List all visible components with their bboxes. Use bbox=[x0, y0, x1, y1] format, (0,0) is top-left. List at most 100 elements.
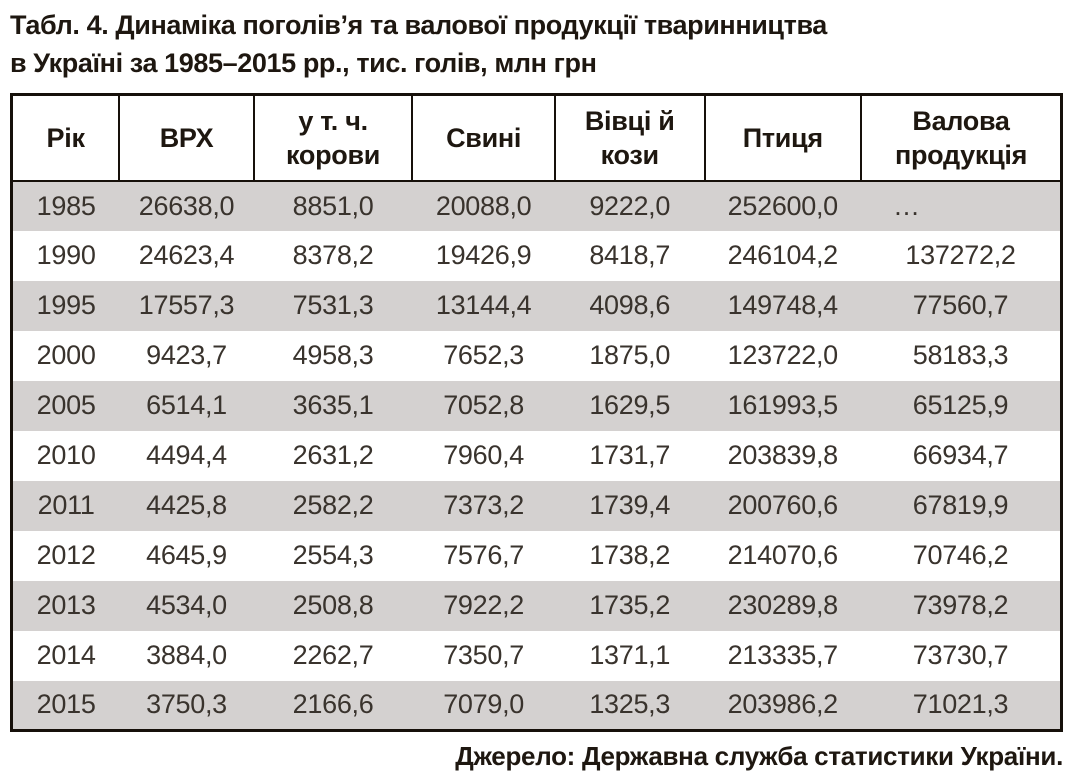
column-header-gross-output: Валова продукція bbox=[860, 94, 1062, 182]
value-cell-cattle: 3884,0 bbox=[146, 640, 227, 670]
value-cell-cows: 4958,3 bbox=[292, 340, 374, 370]
table-row: 2014 3884,0 2262,7 7350,7 1371,1 213335,7 7373… bbox=[11, 630, 1062, 681]
value-cell-pigs: 7922,2 bbox=[443, 590, 525, 620]
table-row: 1995 17557,3 7531,3 13144,4 4098,6 149748,4 77… bbox=[11, 280, 1062, 331]
value-cell-cattle: 6514,1 bbox=[146, 390, 227, 420]
table-row: 2015 3750,3 2166,6 7079,0 1325,3 203986,2 7102… bbox=[11, 680, 1062, 731]
column-header-cattle: ВРХ bbox=[118, 94, 255, 182]
column-header-year: Рік bbox=[11, 94, 121, 182]
value-cell-cows: 8378,2 bbox=[292, 240, 374, 270]
value-cell-cows: 2631,2 bbox=[292, 440, 374, 470]
value-cell-cows: 2508,8 bbox=[292, 590, 374, 620]
value-cell-cattle: 4494,4 bbox=[146, 440, 227, 470]
value-cell-gross-output: 73978,2 bbox=[912, 590, 1009, 620]
value-cell-cows: 2262,7 bbox=[292, 640, 374, 670]
value-cell-poultry: 213335,7 bbox=[727, 640, 839, 670]
column-header-sheep-goats: Вівці й кози bbox=[553, 94, 706, 182]
value-cell-poultry: 149748,4 bbox=[727, 290, 839, 320]
source-note: Джерело: Державна служба статистики Укра… bbox=[455, 741, 1063, 771]
value-cell-gross-output: 65125,9 bbox=[912, 390, 1009, 420]
value-cell-poultry: 123722,0 bbox=[727, 340, 839, 370]
table-row: 2013 4534,0 2508,8 7922,2 1735,2 230289,8 7397… bbox=[11, 580, 1062, 631]
table-title-line-2: в Україні за 1985–2015 рр., тис. голів, … bbox=[10, 48, 597, 78]
value-cell-poultry: 161993,5 bbox=[727, 390, 839, 420]
column-header-poultry: Птиця bbox=[703, 94, 863, 182]
value-cell-sheep-goats: 9222,0 bbox=[589, 190, 671, 221]
column-header-cows: у т. ч. корови bbox=[252, 94, 414, 182]
value-cell-pigs: 7576,7 bbox=[443, 540, 525, 570]
value-cell-cows: 3635,1 bbox=[292, 390, 374, 420]
value-cell-cows: 2554,3 bbox=[292, 540, 374, 570]
value-cell-sheep-goats: 1735,2 bbox=[589, 590, 671, 620]
value-cell-pigs: 19426,9 bbox=[435, 240, 532, 270]
value-cell-poultry: 246104,2 bbox=[727, 240, 839, 270]
value-cell-cattle: 4645,9 bbox=[146, 540, 227, 570]
column-header-pigs: Свині bbox=[411, 94, 556, 182]
value-cell-pigs: 7052,8 bbox=[443, 390, 525, 420]
year-cell: 2013 bbox=[36, 590, 96, 620]
table-title: Табл. 4. Динаміка поголів’я та валової п… bbox=[10, 6, 1063, 82]
year-cell: 1995 bbox=[36, 290, 96, 320]
value-cell-cattle: 26638,0 bbox=[138, 190, 235, 221]
value-cell-cattle: 24623,4 bbox=[138, 240, 235, 270]
value-cell-cows: 2582,2 bbox=[292, 490, 374, 520]
year-cell: 2000 bbox=[36, 340, 96, 370]
value-cell-gross-output: … bbox=[893, 190, 924, 221]
value-cell-sheep-goats: 4098,6 bbox=[589, 290, 671, 320]
table-title-line-1: Табл. 4. Динаміка поголів’я та валової п… bbox=[10, 10, 827, 40]
table-row: 1985 26638,0 8851,0 20088,0 9222,0 252600,0 … bbox=[11, 180, 1062, 231]
table-header-row: Рік ВРХ у т. ч. корови Свині Вівці й кози Пти… bbox=[11, 94, 1062, 182]
value-cell-sheep-goats: 1629,5 bbox=[589, 390, 671, 420]
value-cell-gross-output: 70746,2 bbox=[912, 540, 1009, 570]
year-cell: 1990 bbox=[36, 240, 96, 270]
value-cell-gross-output: 58183,3 bbox=[912, 340, 1009, 370]
value-cell-sheep-goats: 1739,4 bbox=[589, 490, 671, 520]
value-cell-pigs: 7373,2 bbox=[443, 490, 525, 520]
value-cell-cattle: 4534,0 bbox=[146, 590, 227, 620]
table-row: 2011 4425,8 2582,2 7373,2 1739,4 200760,6 6781… bbox=[11, 480, 1062, 531]
value-cell-poultry: 230289,8 bbox=[727, 590, 839, 620]
table-header: Рік ВРХ у т. ч. корови Свині Вівці й кози Пти… bbox=[11, 94, 1062, 182]
livestock-statistics-table: Рік ВРХ у т. ч. корови Свині Вівці й кози Пти… bbox=[10, 93, 1063, 732]
table-row: 2005 6514,1 3635,1 7052,8 1629,5 161993,5 6512… bbox=[11, 380, 1062, 431]
value-cell-sheep-goats: 1371,1 bbox=[589, 640, 671, 670]
value-cell-cattle: 9423,7 bbox=[146, 340, 227, 370]
value-cell-gross-output: 137272,2 bbox=[905, 240, 1016, 270]
table-row: 2012 4645,9 2554,3 7576,7 1738,2 214070,6 7074… bbox=[11, 530, 1062, 581]
value-cell-sheep-goats: 1731,7 bbox=[589, 440, 671, 470]
table-body: 1985 26638,0 8851,0 20088,0 9222,0 252600,0… 1… bbox=[11, 180, 1062, 731]
value-cell-poultry: 203986,2 bbox=[727, 689, 839, 720]
value-cell-gross-output: 73730,7 bbox=[912, 640, 1009, 670]
year-cell: 2005 bbox=[36, 390, 96, 420]
value-cell-cattle: 17557,3 bbox=[138, 290, 235, 320]
value-cell-sheep-goats: 1325,3 bbox=[589, 689, 671, 720]
year-cell: 1985 bbox=[36, 190, 96, 221]
value-cell-poultry: 252600,0 bbox=[727, 190, 839, 221]
value-cell-cattle: 4425,8 bbox=[146, 490, 227, 520]
value-cell-cattle: 3750,3 bbox=[146, 689, 227, 720]
year-cell: 2014 bbox=[36, 640, 96, 670]
value-cell-poultry: 214070,6 bbox=[727, 540, 839, 570]
value-cell-pigs: 7652,3 bbox=[443, 340, 525, 370]
value-cell-cows: 8851,0 bbox=[292, 190, 374, 221]
table-row: 1990 24623,4 8378,2 19426,9 8418,7 246104,2 13… bbox=[11, 230, 1062, 281]
value-cell-sheep-goats: 8418,7 bbox=[589, 240, 671, 270]
year-cell: 2012 bbox=[36, 540, 96, 570]
year-cell: 2015 bbox=[36, 689, 96, 720]
value-cell-poultry: 200760,6 bbox=[727, 490, 839, 520]
value-cell-poultry: 203839,8 bbox=[727, 440, 839, 470]
value-cell-sheep-goats: 1875,0 bbox=[589, 340, 671, 370]
value-cell-pigs: 20088,0 bbox=[435, 190, 532, 221]
value-cell-sheep-goats: 1738,2 bbox=[589, 540, 671, 570]
value-cell-gross-output: 66934,7 bbox=[912, 440, 1009, 470]
value-cell-cows: 7531,3 bbox=[292, 290, 374, 320]
value-cell-gross-output: 67819,9 bbox=[912, 490, 1009, 520]
value-cell-pigs: 7350,7 bbox=[443, 640, 525, 670]
value-cell-gross-output: 71021,3 bbox=[912, 689, 1009, 720]
year-cell: 2011 bbox=[37, 490, 95, 520]
table-row: 2010 4494,4 2631,2 7960,4 1731,7 203839,8 6693… bbox=[11, 430, 1062, 481]
value-cell-pigs: 7079,0 bbox=[443, 689, 525, 720]
value-cell-cows: 2166,6 bbox=[292, 689, 374, 720]
value-cell-pigs: 13144,4 bbox=[435, 290, 532, 320]
